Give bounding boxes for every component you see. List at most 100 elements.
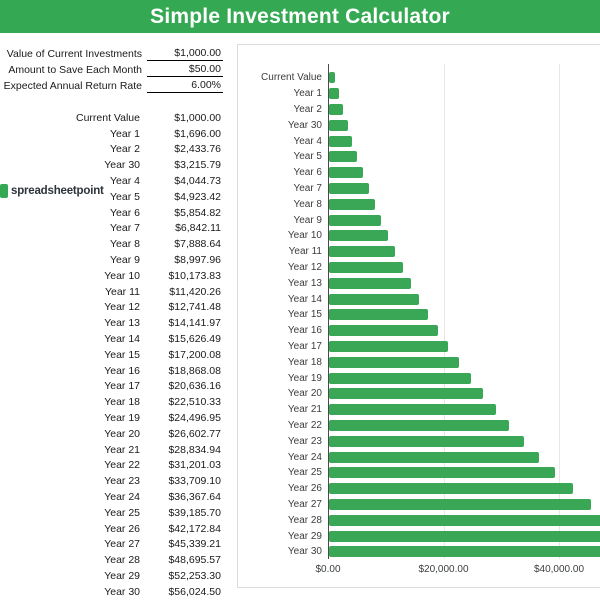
- row-value-cell[interactable]: $1,696.00: [174, 127, 221, 140]
- row-value-cell[interactable]: $36,367.64: [168, 491, 221, 504]
- row-label-cell[interactable]: Year 6: [110, 206, 140, 219]
- chart-bar: [329, 483, 573, 495]
- row-label-cell[interactable]: Year 23: [104, 475, 140, 488]
- row-label-cell[interactable]: Year 21: [104, 443, 140, 456]
- row-value-cell[interactable]: $11,420.26: [169, 285, 221, 298]
- row-label-cell[interactable]: Year 5: [110, 190, 140, 203]
- chart-row: Year 1: [238, 86, 600, 102]
- row-label-cell[interactable]: Year 24: [104, 491, 140, 504]
- row-value-cell[interactable]: $28,834.94: [168, 443, 221, 456]
- row-label-cell[interactable]: Year 7: [110, 222, 140, 235]
- row-value-cell[interactable]: $1,000.00: [174, 111, 221, 124]
- row-value-cell[interactable]: $31,201.03: [168, 459, 221, 472]
- row-label-cell[interactable]: Year 4: [110, 175, 140, 188]
- chart-row: Year 4: [238, 133, 600, 149]
- row-value-cell[interactable]: $4,044.73: [174, 175, 221, 188]
- row-label-cell[interactable]: Year 8: [110, 238, 140, 251]
- row-label-cell[interactable]: Year 13: [104, 317, 140, 330]
- table-row: Year 16 $18,868.08: [10, 363, 223, 379]
- row-value-cell[interactable]: $3,215.79: [174, 159, 221, 172]
- chart-row: Year 21: [238, 402, 600, 418]
- row-label-cell[interactable]: Year 18: [104, 396, 140, 409]
- row-value-cell[interactable]: $26,602.77: [168, 427, 221, 440]
- row-label-cell[interactable]: Year 12: [104, 301, 140, 314]
- chart-bar: [329, 388, 483, 400]
- row-value-cell[interactable]: $5,854.82: [174, 206, 221, 219]
- chart-bar: [329, 419, 510, 431]
- chart-widget[interactable]: Current Value Year 1 Year 2 Year 30 Year 4 Ye…: [237, 44, 600, 588]
- row-value-cell[interactable]: $56,024.50: [168, 585, 221, 598]
- table-row: Year 10 $10,173.83: [10, 268, 223, 284]
- input-label-cell[interactable]: Expected Annual Return Rate: [3, 80, 142, 92]
- row-label-cell[interactable]: Year 15: [104, 348, 140, 361]
- row-label-cell[interactable]: Year 14: [104, 333, 140, 346]
- row-value-cell[interactable]: $4,923.42: [174, 190, 221, 203]
- row-label-cell[interactable]: Year 16: [104, 364, 140, 377]
- table-row: Year 2 $2,433.76: [10, 142, 223, 158]
- chart-row: Year 5: [238, 149, 600, 165]
- header-bar: Simple Investment Calculator: [0, 0, 600, 33]
- chart-bar: [329, 198, 375, 210]
- input-value-cell[interactable]: 6.00%: [147, 78, 223, 93]
- chart-bar: [329, 88, 339, 100]
- input-label-cell[interactable]: Amount to Save Each Month: [8, 64, 142, 76]
- chart-row: Year 16: [238, 323, 600, 339]
- chart-category-label: Year 28: [287, 514, 322, 526]
- row-label-cell[interactable]: Year 29: [104, 570, 140, 582]
- row-label-cell[interactable]: Year 27: [104, 538, 140, 551]
- chart-bar: [329, 151, 358, 163]
- row-value-cell[interactable]: $24,496.95: [168, 412, 221, 425]
- table-row: Year 20 $26,602.77: [10, 426, 223, 442]
- row-label-cell[interactable]: Year 20: [104, 427, 140, 440]
- chart-bar: [329, 230, 388, 242]
- input-value-cell[interactable]: $50.00: [147, 62, 223, 77]
- row-label-cell[interactable]: Year 30: [104, 159, 140, 172]
- row-label-cell[interactable]: Year 17: [104, 380, 140, 393]
- row-label-cell[interactable]: Year 1: [110, 127, 140, 140]
- row-value-cell[interactable]: $10,173.83: [168, 269, 221, 282]
- row-value-cell[interactable]: $39,185.70: [168, 506, 221, 519]
- input-label-cell[interactable]: Value of Current Investments: [6, 48, 142, 60]
- row-value-cell[interactable]: $18,868.08: [168, 364, 221, 377]
- row-label-cell[interactable]: Year 28: [104, 554, 140, 567]
- chart-row: Year 18: [238, 354, 600, 370]
- chart-category-label: Year 16: [287, 325, 322, 337]
- row-label-cell[interactable]: Year 10: [104, 269, 140, 282]
- row-value-cell[interactable]: $22,510.33: [168, 396, 221, 409]
- table-row: Year 26 $42,172.84: [10, 521, 223, 537]
- chart-bar: [329, 467, 556, 479]
- chart-row: Year 8: [238, 196, 600, 212]
- row-value-cell[interactable]: $7,888.64: [174, 238, 221, 251]
- input-value-cell[interactable]: $1,000.00: [147, 46, 223, 61]
- chart-bar: [329, 261, 403, 273]
- row-value-cell[interactable]: $52,253.30: [168, 570, 221, 582]
- chart-bar: [329, 135, 353, 147]
- row-value-cell[interactable]: $15,626.49: [168, 333, 221, 346]
- row-label-cell[interactable]: Current Value: [75, 111, 140, 124]
- chart-bar: [329, 372, 471, 384]
- chart-row: Year 6: [238, 165, 600, 181]
- chart-category-label: Year 17: [287, 340, 322, 352]
- row-value-cell[interactable]: $42,172.84: [168, 522, 221, 535]
- row-value-cell[interactable]: $8,997.96: [174, 254, 221, 267]
- row-value-cell[interactable]: $2,433.76: [174, 143, 221, 156]
- row-label-cell[interactable]: Year 26: [104, 522, 140, 535]
- chart-category-label: Year 14: [287, 293, 322, 305]
- row-value-cell[interactable]: $48,695.57: [168, 554, 221, 567]
- row-value-cell[interactable]: $33,709.10: [168, 475, 221, 488]
- row-value-cell[interactable]: $12,741.48: [168, 301, 221, 314]
- row-label-cell[interactable]: Year 25: [104, 506, 140, 519]
- chart-row: Year 9: [238, 212, 600, 228]
- row-value-cell[interactable]: $45,339.21: [168, 538, 221, 551]
- row-label-cell[interactable]: Year 9: [110, 254, 140, 267]
- row-value-cell[interactable]: $17,200.08: [168, 348, 221, 361]
- row-value-cell[interactable]: $20,636.16: [168, 380, 221, 393]
- row-label-cell[interactable]: Year 30: [104, 585, 140, 598]
- row-value-cell[interactable]: $6,842.11: [175, 222, 221, 235]
- row-label-cell[interactable]: Year 22: [104, 459, 140, 472]
- row-label-cell[interactable]: Year 2: [110, 143, 140, 156]
- row-label-cell[interactable]: Year 19: [104, 412, 140, 425]
- row-value-cell[interactable]: $14,141.97: [168, 317, 221, 330]
- chart-bar: [329, 514, 600, 526]
- row-label-cell[interactable]: Year 11: [104, 285, 140, 298]
